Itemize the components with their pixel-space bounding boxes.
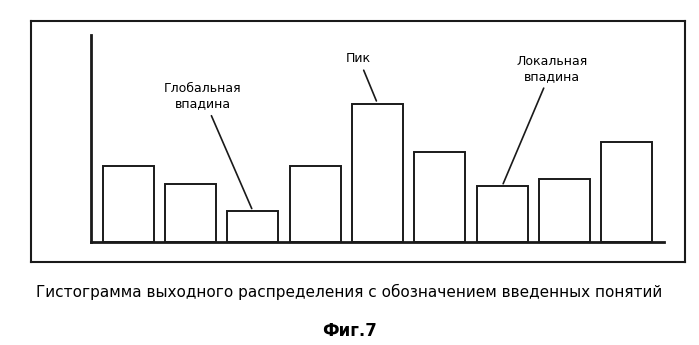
Bar	[289, 166, 340, 242]
Text: Локальная
впадина: Локальная впадина	[503, 55, 588, 184]
Bar	[227, 211, 278, 241]
Bar	[601, 142, 652, 242]
Text: Гистограмма выходного распределения с обозначением введенных понятий: Гистограмма выходного распределения с об…	[36, 284, 663, 299]
Bar	[103, 166, 154, 242]
Bar	[477, 186, 528, 242]
Text: Глобальная
впадина: Глобальная впадина	[164, 82, 252, 209]
Bar	[165, 184, 216, 242]
Text: Фиг.7: Фиг.7	[322, 322, 377, 340]
Bar	[415, 152, 466, 242]
Bar	[539, 179, 590, 242]
Text: Пик: Пик	[346, 52, 376, 101]
Bar	[352, 104, 403, 242]
